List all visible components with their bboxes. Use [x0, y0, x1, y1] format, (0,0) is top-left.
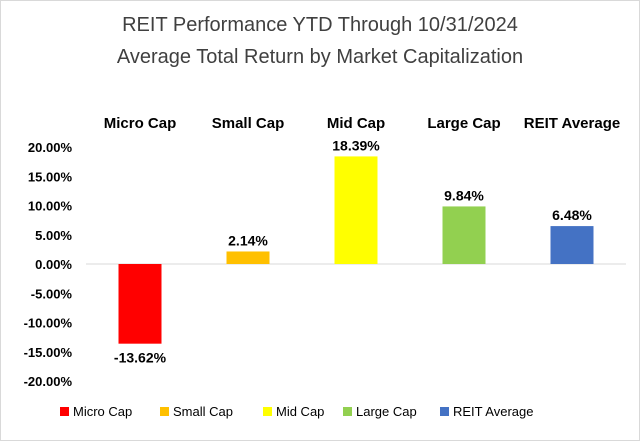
bar-micro-cap [118, 264, 162, 344]
legend-label: Large Cap [356, 404, 417, 419]
bar-small-cap [226, 251, 270, 264]
data-label: 6.48% [552, 207, 592, 223]
data-label: 18.39% [332, 137, 380, 153]
bar-mid-cap [334, 156, 378, 264]
legend-label: Mid Cap [276, 404, 324, 419]
legend-swatch [440, 407, 449, 416]
y-tick-label: 20.00% [28, 140, 73, 155]
data-label: -13.62% [114, 350, 167, 366]
y-tick-label: 10.00% [28, 199, 73, 214]
y-tick-label: 5.00% [35, 228, 72, 243]
y-tick-label: -10.00% [24, 316, 73, 331]
category-label: Mid Cap [327, 115, 385, 132]
legend-label: REIT Average [453, 404, 533, 419]
y-tick-label: -20.00% [24, 374, 73, 389]
bar-reit-average [550, 226, 594, 264]
category-label: Micro Cap [104, 115, 177, 132]
y-tick-label: -5.00% [31, 286, 73, 301]
legend-swatch [263, 407, 272, 416]
data-label: 2.14% [228, 232, 268, 248]
legend-swatch [160, 407, 169, 416]
legend-swatch [343, 407, 352, 416]
legend-label: Small Cap [173, 404, 233, 419]
category-label: Large Cap [427, 115, 500, 132]
legend-swatch [60, 407, 69, 416]
data-label: 9.84% [444, 187, 484, 203]
bar-large-cap [442, 206, 486, 264]
legend-label: Micro Cap [73, 404, 132, 419]
y-tick-label: 0.00% [35, 257, 72, 272]
y-tick-label: 15.00% [28, 169, 73, 184]
category-label: REIT Average [524, 115, 620, 132]
category-label: Small Cap [212, 115, 285, 132]
y-tick-label: -15.00% [24, 345, 73, 360]
chart-subtitle: Average Total Return by Market Capitaliz… [116, 46, 524, 68]
chart-title: REIT Performance YTD Through 10/31/2024 [122, 14, 518, 36]
